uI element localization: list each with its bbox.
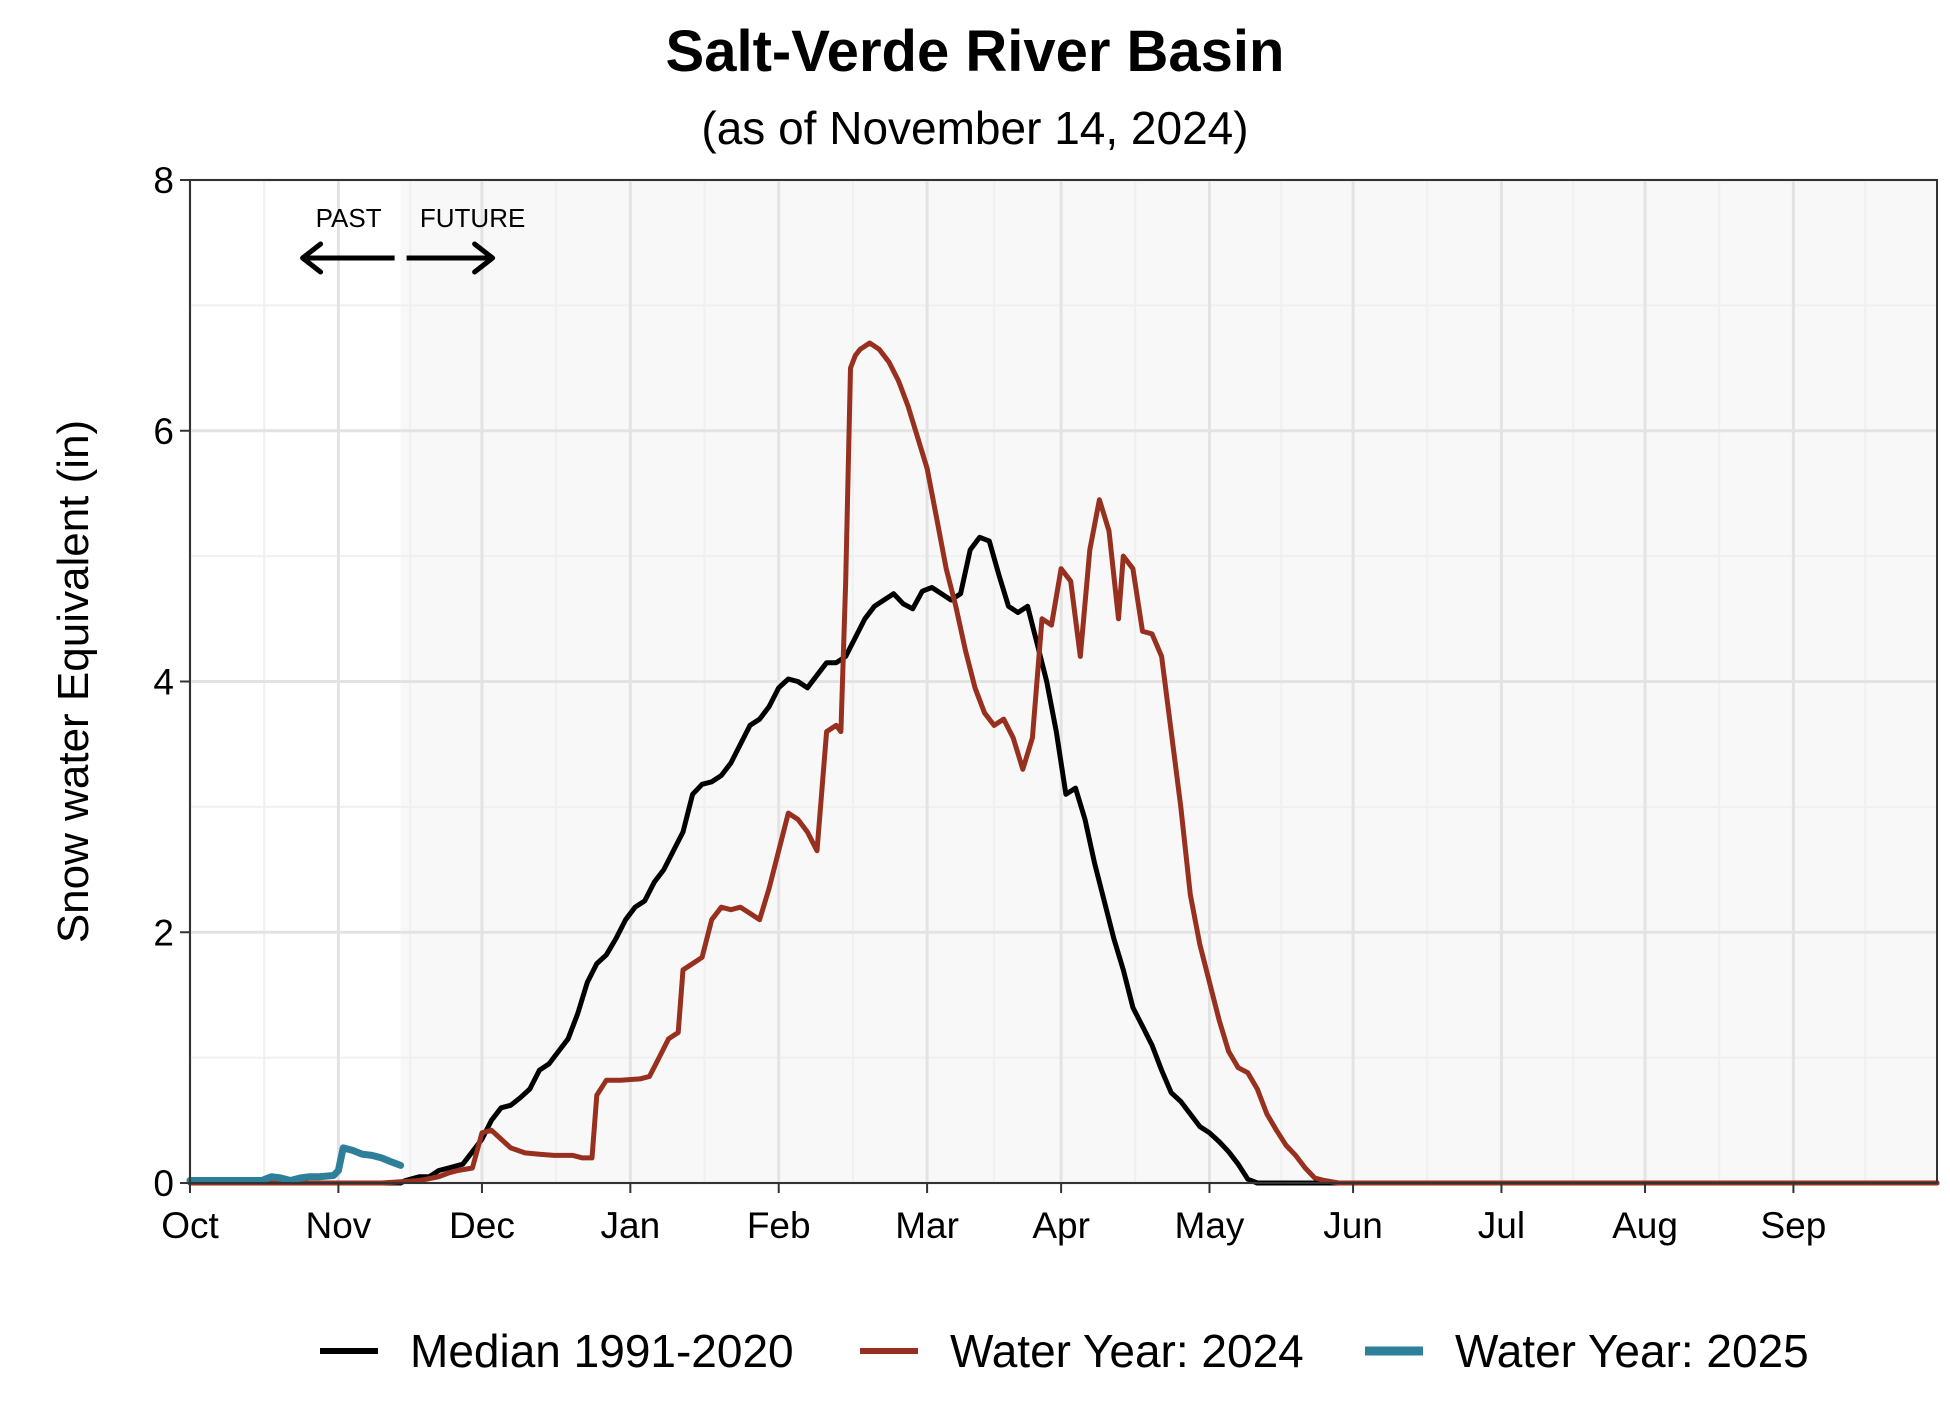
legend-label-3: Water Year: 2025 [1455, 1325, 1809, 1377]
series-line-1 [187, 534, 1940, 1186]
series-line-2 [187, 340, 1940, 1186]
y-tick-label: 6 [153, 411, 174, 452]
chart-subtitle: (as of November 14, 2024) [701, 102, 1249, 154]
future-arrow-head [472, 241, 496, 275]
x-tick-label: May [1175, 1205, 1245, 1246]
y-tick-label: 0 [153, 1163, 174, 1204]
x-tick-label: Jul [1478, 1205, 1525, 1246]
series-line-3 [186, 1144, 405, 1184]
x-tick-label: Mar [895, 1205, 959, 1246]
x-tick-label: Jun [1323, 1205, 1383, 1246]
past-arrow-head [300, 241, 324, 275]
y-tick-label: 2 [153, 912, 174, 953]
x-tick-label: Aug [1612, 1205, 1678, 1246]
y-tick-label: 4 [153, 662, 174, 703]
x-tick-label: Feb [747, 1205, 811, 1246]
past-label: PAST [316, 203, 382, 233]
x-tick-label: Oct [161, 1205, 219, 1246]
legend-label-1: Median 1991-2020 [410, 1325, 794, 1377]
legend-label-2: Water Year: 2024 [950, 1325, 1304, 1377]
x-tick-label: Dec [449, 1205, 515, 1246]
future-label: FUTURE [420, 203, 525, 233]
x-tick-label: Sep [1760, 1205, 1826, 1246]
y-tick-label: 8 [153, 160, 174, 201]
y-axis-title: Snow water Equivalent (in) [49, 420, 98, 943]
chart-title: Salt-Verde River Basin [665, 19, 1285, 84]
x-tick-label: Jan [601, 1205, 661, 1246]
x-tick-label: Apr [1032, 1205, 1090, 1246]
x-tick-label: Nov [305, 1205, 371, 1246]
